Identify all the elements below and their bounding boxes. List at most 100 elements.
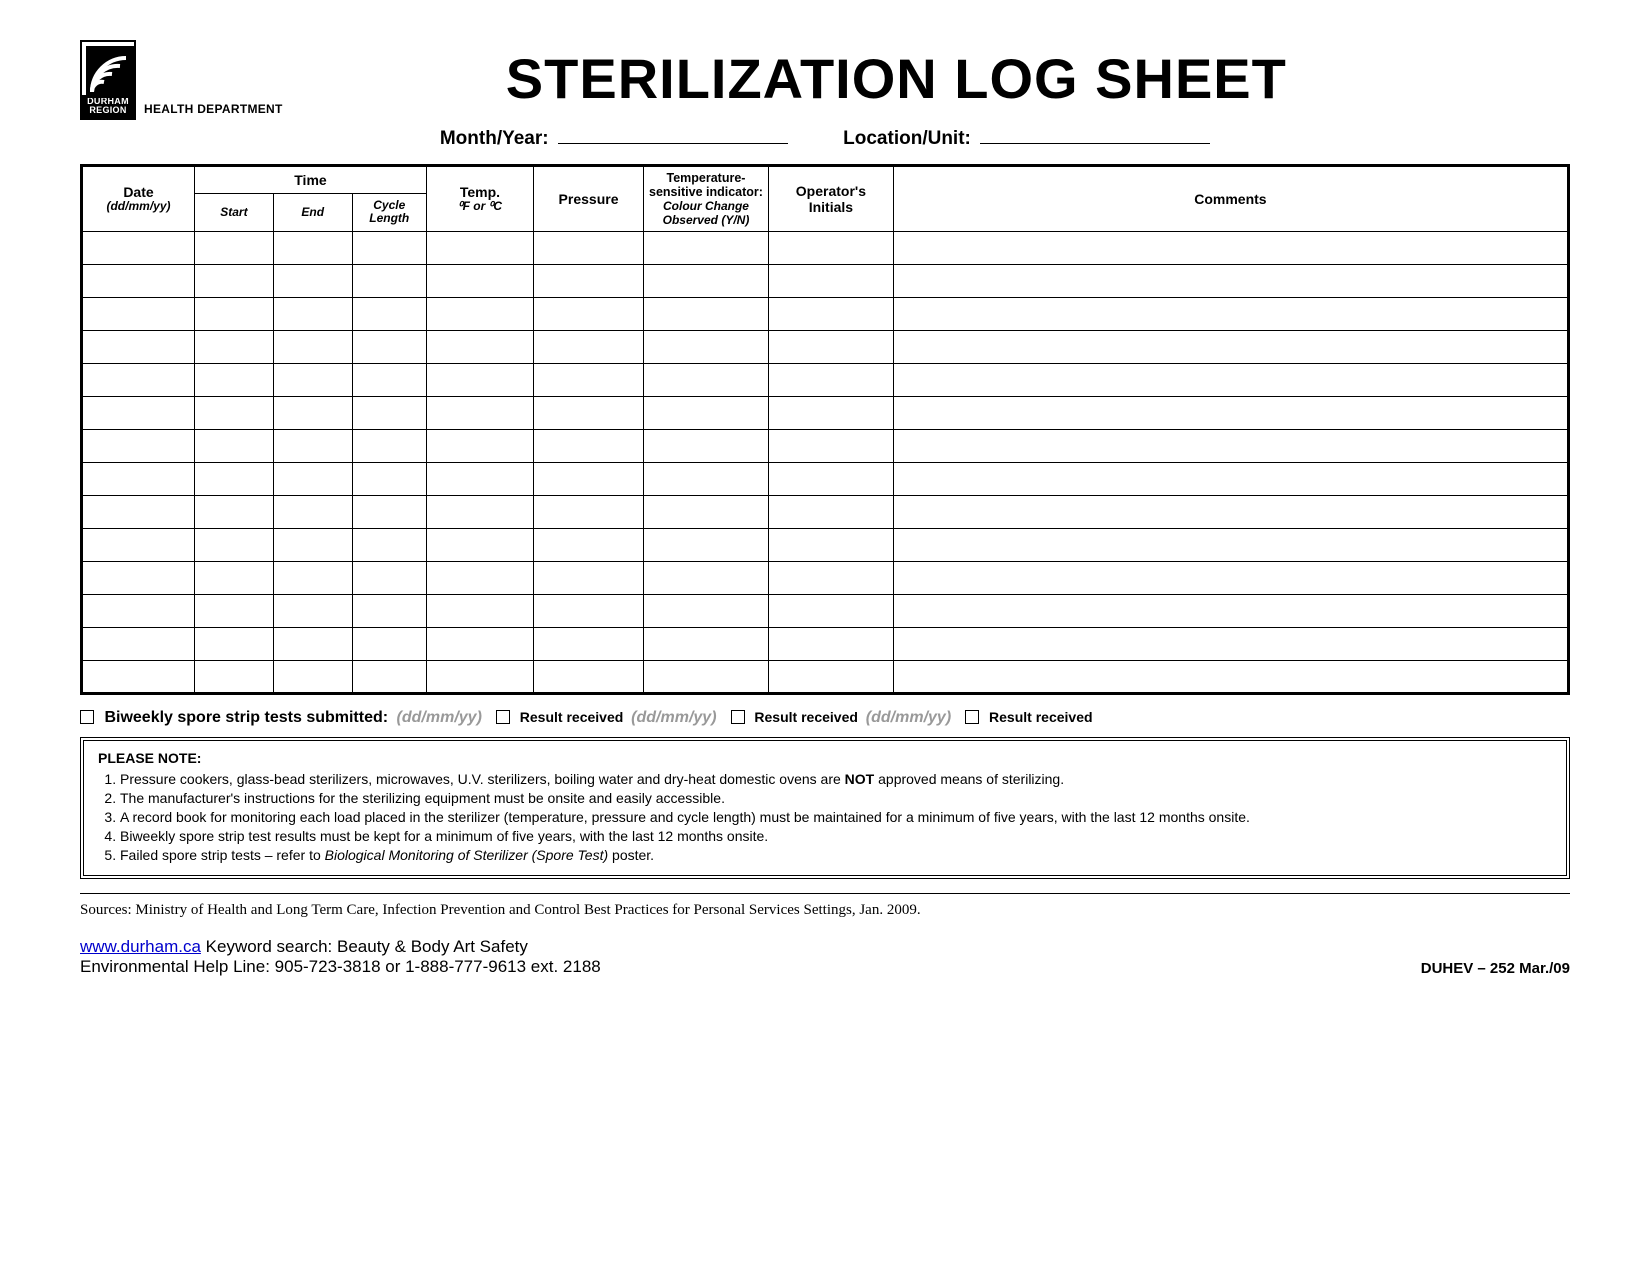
- table-cell[interactable]: [195, 529, 274, 562]
- table-cell[interactable]: [768, 529, 893, 562]
- table-cell[interactable]: [352, 298, 426, 331]
- table-cell[interactable]: [273, 298, 352, 331]
- table-cell[interactable]: [768, 496, 893, 529]
- table-cell[interactable]: [534, 496, 644, 529]
- table-cell[interactable]: [534, 232, 644, 265]
- table-cell[interactable]: [893, 265, 1568, 298]
- table-cell[interactable]: [195, 364, 274, 397]
- table-cell[interactable]: [893, 331, 1568, 364]
- table-cell[interactable]: [273, 397, 352, 430]
- table-cell[interactable]: [426, 232, 533, 265]
- table-cell[interactable]: [273, 430, 352, 463]
- table-cell[interactable]: [426, 265, 533, 298]
- table-cell[interactable]: [768, 562, 893, 595]
- table-cell[interactable]: [893, 397, 1568, 430]
- table-cell[interactable]: [426, 397, 533, 430]
- table-cell[interactable]: [273, 529, 352, 562]
- table-cell[interactable]: [352, 529, 426, 562]
- table-cell[interactable]: [426, 298, 533, 331]
- table-cell[interactable]: [82, 595, 195, 628]
- table-cell[interactable]: [893, 529, 1568, 562]
- table-cell[interactable]: [82, 463, 195, 496]
- table-cell[interactable]: [644, 661, 769, 694]
- table-cell[interactable]: [644, 331, 769, 364]
- table-cell[interactable]: [82, 661, 195, 694]
- table-cell[interactable]: [352, 562, 426, 595]
- table-cell[interactable]: [273, 595, 352, 628]
- table-cell[interactable]: [352, 331, 426, 364]
- table-cell[interactable]: [644, 430, 769, 463]
- table-cell[interactable]: [352, 364, 426, 397]
- table-cell[interactable]: [768, 595, 893, 628]
- table-cell[interactable]: [893, 430, 1568, 463]
- table-cell[interactable]: [82, 298, 195, 331]
- table-cell[interactable]: [352, 463, 426, 496]
- table-cell[interactable]: [644, 298, 769, 331]
- table-cell[interactable]: [426, 463, 533, 496]
- table-cell[interactable]: [893, 298, 1568, 331]
- table-cell[interactable]: [426, 364, 533, 397]
- table-cell[interactable]: [768, 463, 893, 496]
- table-cell[interactable]: [768, 232, 893, 265]
- table-cell[interactable]: [644, 232, 769, 265]
- table-cell[interactable]: [82, 562, 195, 595]
- table-cell[interactable]: [534, 661, 644, 694]
- table-cell[interactable]: [82, 628, 195, 661]
- table-cell[interactable]: [195, 265, 274, 298]
- footer-url[interactable]: www.durham.ca: [80, 937, 201, 956]
- location-input[interactable]: [980, 128, 1210, 144]
- table-cell[interactable]: [644, 628, 769, 661]
- table-cell[interactable]: [426, 430, 533, 463]
- table-cell[interactable]: [82, 529, 195, 562]
- table-cell[interactable]: [534, 298, 644, 331]
- table-cell[interactable]: [82, 232, 195, 265]
- table-cell[interactable]: [273, 661, 352, 694]
- table-cell[interactable]: [426, 628, 533, 661]
- table-cell[interactable]: [426, 529, 533, 562]
- result-received-checkbox[interactable]: [965, 710, 979, 724]
- table-cell[interactable]: [82, 496, 195, 529]
- table-cell[interactable]: [273, 232, 352, 265]
- table-cell[interactable]: [195, 562, 274, 595]
- table-cell[interactable]: [768, 331, 893, 364]
- table-cell[interactable]: [82, 397, 195, 430]
- table-cell[interactable]: [352, 430, 426, 463]
- table-cell[interactable]: [352, 265, 426, 298]
- table-cell[interactable]: [534, 331, 644, 364]
- table-cell[interactable]: [893, 232, 1568, 265]
- table-cell[interactable]: [644, 529, 769, 562]
- result-received-checkbox[interactable]: [496, 710, 510, 724]
- table-cell[interactable]: [195, 661, 274, 694]
- table-cell[interactable]: [195, 595, 274, 628]
- table-cell[interactable]: [273, 628, 352, 661]
- table-cell[interactable]: [352, 628, 426, 661]
- table-cell[interactable]: [426, 595, 533, 628]
- table-cell[interactable]: [82, 331, 195, 364]
- table-cell[interactable]: [82, 265, 195, 298]
- table-cell[interactable]: [426, 331, 533, 364]
- table-cell[interactable]: [534, 562, 644, 595]
- table-cell[interactable]: [893, 595, 1568, 628]
- table-cell[interactable]: [426, 496, 533, 529]
- table-cell[interactable]: [893, 562, 1568, 595]
- table-cell[interactable]: [534, 628, 644, 661]
- table-cell[interactable]: [768, 661, 893, 694]
- table-cell[interactable]: [273, 463, 352, 496]
- table-cell[interactable]: [195, 463, 274, 496]
- table-cell[interactable]: [352, 496, 426, 529]
- table-cell[interactable]: [534, 265, 644, 298]
- table-cell[interactable]: [768, 364, 893, 397]
- table-cell[interactable]: [273, 496, 352, 529]
- table-cell[interactable]: [893, 463, 1568, 496]
- table-cell[interactable]: [195, 496, 274, 529]
- table-cell[interactable]: [82, 430, 195, 463]
- table-cell[interactable]: [893, 364, 1568, 397]
- result-received-checkbox[interactable]: [731, 710, 745, 724]
- table-cell[interactable]: [893, 496, 1568, 529]
- table-cell[interactable]: [768, 265, 893, 298]
- table-cell[interactable]: [644, 265, 769, 298]
- table-cell[interactable]: [273, 562, 352, 595]
- table-cell[interactable]: [352, 397, 426, 430]
- table-cell[interactable]: [768, 628, 893, 661]
- table-cell[interactable]: [768, 430, 893, 463]
